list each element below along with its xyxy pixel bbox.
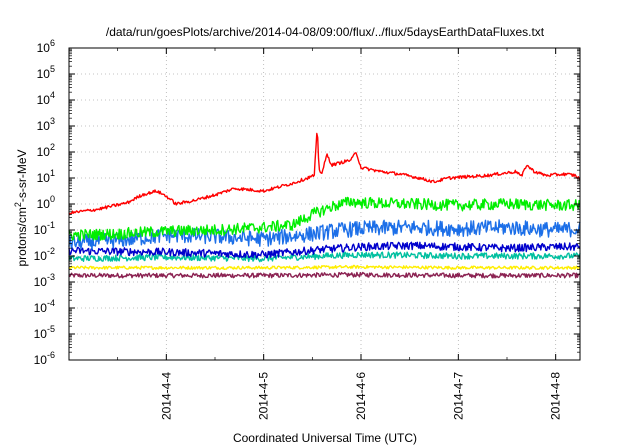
flux-series-line [68, 264, 581, 270]
y-tick-label: 101 [37, 168, 55, 185]
x-tick-label: 2014-4-8 [549, 372, 563, 420]
x-tick-label: 2014-4-7 [451, 372, 465, 420]
y-axis-label-rest: -s-sr-MeV [15, 149, 29, 202]
y-tick-label: 100 [37, 194, 55, 211]
chart-title: /data/run/goesPlots/archive/2014-04-08/0… [106, 25, 545, 39]
x-tick-label: 2014-4-6 [354, 372, 368, 420]
y-tick-label: 10-3 [34, 272, 55, 289]
y-tick-label: 10-6 [34, 350, 55, 367]
flux-series-line [68, 271, 581, 279]
y-tick-label: 10-2 [34, 246, 55, 263]
grid [69, 48, 580, 360]
y-tick-label: 104 [37, 90, 55, 107]
y-axis-label-sup: 2 [13, 202, 23, 207]
y-tick-label: 103 [37, 116, 55, 133]
flux-series-line [68, 251, 581, 263]
x-tick-label: 2014-4-5 [257, 372, 271, 420]
y-tick-label: 102 [37, 142, 55, 159]
y-tick-label: 106 [37, 38, 55, 55]
x-tick-label: 2014-4-4 [159, 372, 173, 420]
flux-series-line [68, 196, 581, 241]
y-tick-label: 10-1 [34, 220, 55, 237]
y-axis-label: protons/cm2-s-sr-MeV [13, 149, 29, 266]
x-axis-label: Coordinated Universal Time (UTC) [233, 431, 417, 445]
flux-series-line [68, 132, 581, 216]
flux-series-line [68, 241, 581, 259]
axis-ticks: 10-6 10-5 10-4 10-3 10-2 10-1 100 101 102 103 104 1… [34, 38, 580, 420]
y-tick-label: 105 [37, 64, 55, 81]
y-axis-label-base: protons/cm [15, 207, 29, 266]
y-tick-label: 10-5 [34, 324, 55, 341]
y-tick-label: 10-4 [34, 298, 55, 315]
series-group [68, 132, 581, 279]
